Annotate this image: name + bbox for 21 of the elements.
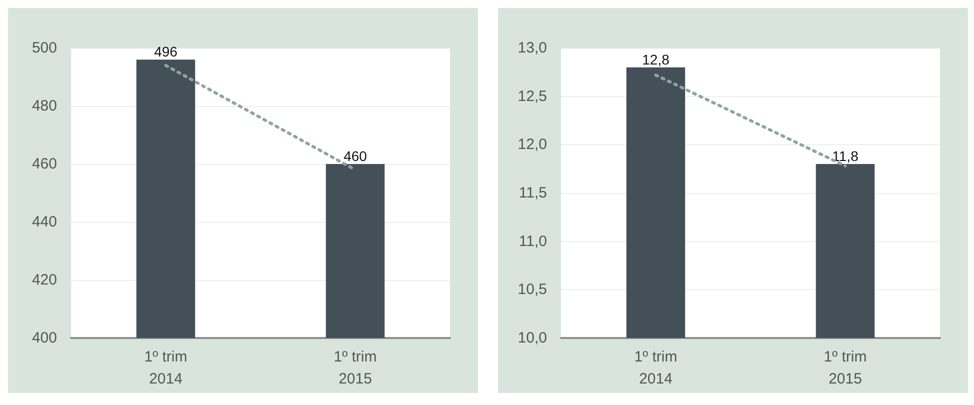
y-tick-label: 13,0 [518, 40, 547, 56]
y-tick-label: 12,5 [518, 88, 547, 105]
y-tick-label: 12,0 [518, 136, 547, 154]
y-tick-label: 11,5 [518, 184, 547, 202]
y-tick-label: 10,5 [518, 281, 547, 298]
x-tick-label: 1º trim 2014 [634, 348, 678, 388]
x-tick-label: 1º trim 2015 [334, 348, 377, 388]
y-tick-label: 440 [32, 214, 57, 230]
y-tick-label: 10,0 [518, 330, 547, 346]
y-tick-label: 460 [32, 156, 57, 172]
data-label: 496 [154, 44, 178, 60]
y-tick-label: 400 [32, 330, 57, 346]
y-tick-label: 420 [32, 272, 57, 288]
x-tick-label: 1º trim 2014 [144, 348, 188, 388]
data-label: 12,8 [642, 51, 670, 68]
y-tick-label: 480 [32, 98, 57, 114]
data-label: 460 [344, 148, 368, 164]
x-tick-label: 1º trim 2015 [824, 348, 867, 388]
data-label: 11,8 [832, 148, 859, 164]
y-tick-label: 500 [32, 40, 57, 56]
y-tick-label: 11,0 [518, 232, 547, 250]
